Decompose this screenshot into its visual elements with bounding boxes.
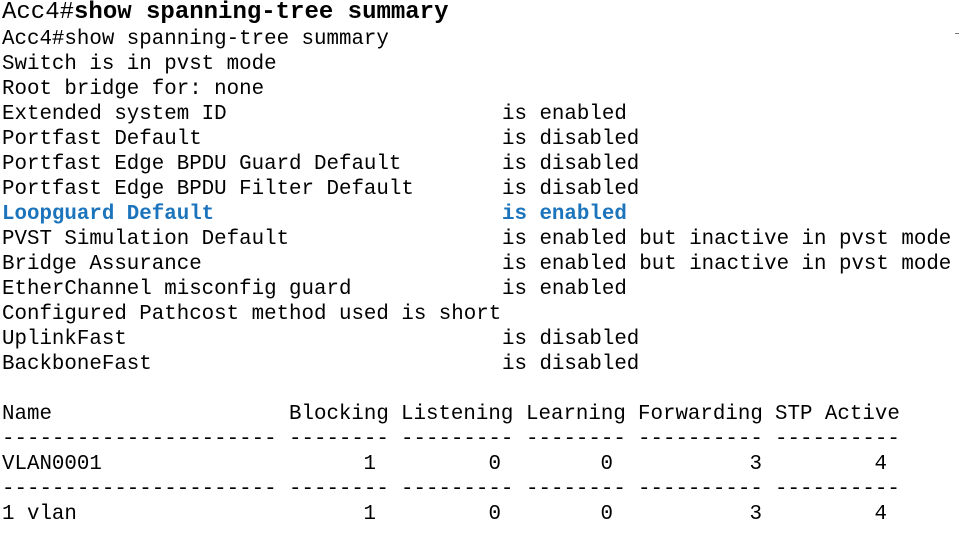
- divider-listening: ---------: [401, 428, 514, 451]
- command-echo: Acc4#show spanning-tree summary: [2, 28, 389, 51]
- cell-forwarding: 3: [749, 453, 762, 476]
- feature-row: BackboneFast is disabled: [2, 352, 959, 377]
- feature-name: Portfast Edge BPDU Filter Default: [2, 178, 414, 201]
- cell-stp-active: 4: [874, 453, 887, 476]
- summary-name: 1 vlan: [2, 503, 77, 526]
- divider-stp-active: ----------: [775, 428, 900, 451]
- divider-learning: --------: [526, 428, 626, 451]
- table-header-row: Name Blocking Listening Learning Forwarding S…: [2, 402, 959, 427]
- divider-name: ----------------------: [2, 428, 277, 451]
- divider-name: ----------------------: [2, 478, 277, 501]
- cell-name: VLAN0001: [2, 453, 102, 476]
- feature-status: is disabled: [502, 328, 640, 351]
- divider-forwarding: ----------: [638, 428, 763, 451]
- feature-row: Extended system ID is enabled: [2, 102, 959, 127]
- feature-status: is disabled: [502, 353, 640, 376]
- col-blocking-header: Blocking: [289, 403, 389, 426]
- feature-row: Bridge Assurance is enabled but inactive …: [2, 252, 959, 277]
- feature-status: is enabled: [502, 203, 627, 226]
- feature-status: is disabled: [502, 153, 640, 176]
- command-text: show spanning-tree summary: [74, 0, 449, 26]
- root-bridge-line: Root bridge for: none: [2, 78, 265, 101]
- col-forwarding-header: Forwarding: [638, 403, 763, 426]
- feature-status: is disabled: [502, 178, 640, 201]
- feature-row: PVST Simulation Default is enabled but in…: [2, 227, 959, 252]
- feature-row: UplinkFast is disabled: [2, 327, 959, 352]
- summary-learning: 0: [600, 503, 613, 526]
- divider-listening: ---------: [401, 478, 514, 501]
- table-row: VLAN0001 1 0 0 3 4: [2, 452, 959, 477]
- feature-name: Loopguard Default: [2, 203, 215, 226]
- feature-name: Portfast Edge BPDU Guard Default: [2, 153, 402, 176]
- feature-status: is enabled: [502, 278, 627, 301]
- mode-line: Switch is in pvst mode: [2, 53, 277, 76]
- table-summary-row: 1 vlan 1 0 0 3 4: [2, 502, 959, 527]
- pathcost-line: Configured Pathcost method used is short: [2, 303, 502, 326]
- summary-forwarding: 3: [749, 503, 762, 526]
- feature-name: EtherChannel misconfig guard: [2, 278, 352, 301]
- feature-name: UplinkFast: [2, 328, 127, 351]
- feature-row: Portfast Default is disabled: [2, 127, 959, 152]
- prompt: Acc4#: [2, 0, 75, 26]
- feature-row-highlighted: Loopguard Default is enabled: [2, 202, 959, 227]
- feature-name: Bridge Assurance: [2, 253, 202, 276]
- divider-blocking: --------: [289, 428, 389, 451]
- scroll-marker: [955, 33, 959, 34]
- feature-row: EtherChannel misconfig guard is enabled: [2, 277, 959, 302]
- summary-stp-active: 4: [874, 503, 887, 526]
- feature-status: is disabled: [502, 128, 640, 151]
- feature-name: Extended system ID: [2, 103, 227, 126]
- feature-name: PVST Simulation Default: [2, 228, 290, 251]
- col-listening-header: Listening: [401, 403, 514, 426]
- cell-blocking: 1: [363, 453, 376, 476]
- divider-stp-active: ----------: [775, 478, 900, 501]
- summary-listening: 0: [488, 503, 501, 526]
- feature-name: Portfast Default: [2, 128, 202, 151]
- divider-learning: --------: [526, 478, 626, 501]
- feature-status: is enabled but inactive in pvst mode: [502, 253, 952, 276]
- col-stp-active-header: STP Active: [775, 403, 900, 426]
- divider-blocking: --------: [289, 478, 389, 501]
- table-divider: ---------------------- -------- --------- -…: [2, 427, 959, 452]
- summary-blocking: 1: [363, 503, 376, 526]
- feature-status: is enabled but inactive in pvst mode: [502, 228, 952, 251]
- vlan-summary-table: Name Blocking Listening Learning Forwarding S…: [2, 402, 959, 527]
- col-learning-header: Learning: [526, 403, 626, 426]
- col-name-header: Name: [2, 403, 52, 426]
- feature-row: Portfast Edge BPDU Guard Default is disab…: [2, 152, 959, 177]
- cell-learning: 0: [600, 453, 613, 476]
- feature-name: BackboneFast: [2, 353, 152, 376]
- table-divider: ---------------------- -------- --------- -…: [2, 477, 959, 502]
- feature-row: Portfast Edge BPDU Filter Default is disa…: [2, 177, 959, 202]
- divider-forwarding: ----------: [638, 478, 763, 501]
- feature-status: is enabled: [502, 103, 627, 126]
- command-heading: Acc4#show spanning-tree summary: [2, 0, 959, 27]
- cell-listening: 0: [488, 453, 501, 476]
